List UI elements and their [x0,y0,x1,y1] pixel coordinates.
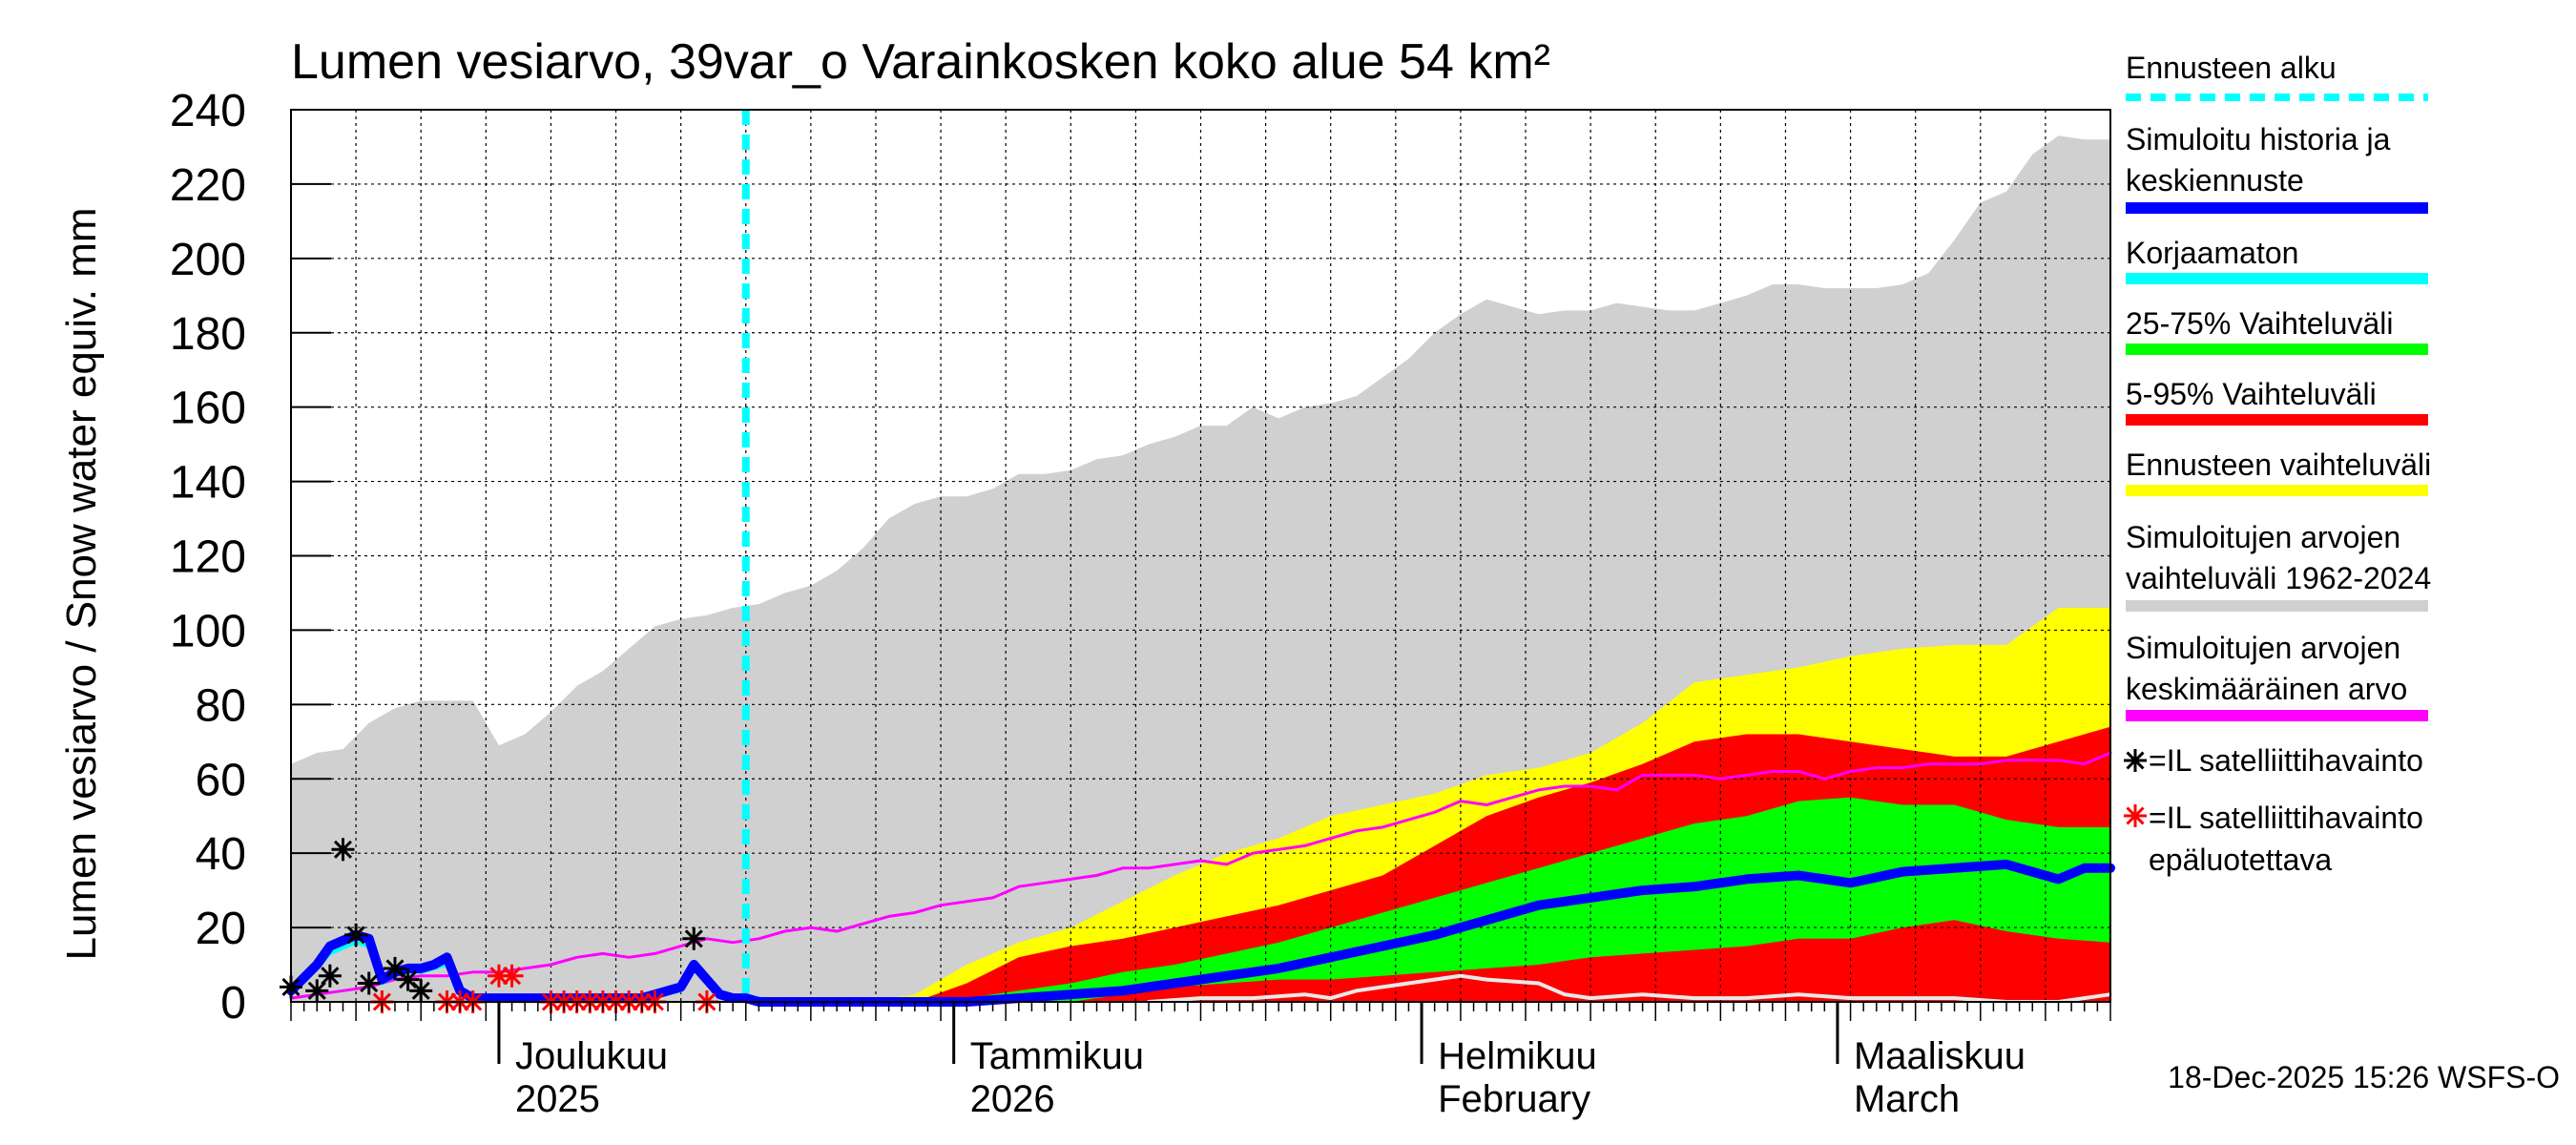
observation-satellite [357,971,381,995]
y-tick-label: 140 [170,458,246,509]
y-tick-label: 60 [196,755,246,805]
observation-satellite [383,956,406,980]
y-tick-label: 160 [170,384,246,434]
y-tick-label: 220 [170,160,246,211]
legend-korjaamaton-label: Korjaamaton [2126,236,2298,270]
legend-ennusteen-vaihteluv-li-label: Ennusteen vaihteluväli [2126,448,2431,482]
legend-simuloitujen-arvojen-vaihteluv-li-1962-2024-label: vaihteluväli 1962-2024 [2126,561,2431,595]
observation-satellite [682,926,706,950]
month-sublabel: 2026 [970,1078,1055,1120]
legend: Ennusteen alku Simuloitu historia ja keski… [2124,51,2431,877]
legend-25-75-vaihteluv-li-label: 25-75% Vaihteluväli [2126,306,2393,341]
legend-simuloitujen-arvojen-keskim-r-inen-arvo-label: Simuloitujen arvojen [2126,631,2400,665]
legend-simuloitu-historia-ja-keskiennuste-label: Simuloitu historia ja [2126,122,2391,156]
legend-5-95-vaihteluv-li-label: 5-95% Vaihteluväli [2126,377,2377,411]
gridlines [291,110,2110,1002]
legend-il-satelliittihavainto-ep-luotettava-label: =IL satelliittihavainto [2149,801,2423,835]
band-25-75-vaihteluv-li [745,797,2110,1002]
legend-il-satelliittihavainto-label: =IL satelliittihavainto [2149,743,2423,778]
legend-simuloitu-historia-ja-keskiennuste-label: keskiennuste [2126,163,2304,198]
observation-satellite [318,964,342,988]
month-sublabel: February [1438,1078,1590,1120]
observation-satellite-unreliable [500,964,524,988]
axes: 0 20 40 60 80 100 120 140 160 180 200 220 240 Jouluku… [170,86,2111,1120]
y-tick-label: 200 [170,235,246,285]
legend-il-satelliittihavainto-ep-luotettava-marker [2124,804,2147,827]
observation-satellite [409,979,433,1003]
legend-ennusteen-alku-label: Ennusteen alku [2126,51,2337,85]
observation-satellite [305,979,329,1003]
month-label: Helmikuu [1438,1035,1597,1077]
month-label: Joulukuu [515,1035,668,1077]
observation-satellite [344,923,368,947]
legend-simuloitujen-arvojen-keskim-r-inen-arvo-label: keskimääräinen arvo [2126,672,2407,706]
legend-il-satelliittihavainto-ep-luotettava-label: epäluotettava [2149,843,2332,877]
month-sublabel: March [1854,1078,1960,1120]
y-tick-label: 100 [170,606,246,656]
month-label: Maaliskuu [1854,1035,2025,1077]
y-axis-label: Lumen vesiarvo / Snow water equiv. mm [58,207,105,960]
month-sublabel: 2025 [515,1078,600,1120]
month-label: Tammikuu [970,1035,1144,1077]
y-tick-label: 40 [196,829,246,880]
timestamp-footer: 18-Dec-2025 15:26 WSFS-O [2168,1060,2560,1094]
legend-il-satelliittihavainto-marker [2124,749,2147,772]
legend-simuloitujen-arvojen-vaihteluv-li-1962-2024-label: Simuloitujen arvojen [2126,520,2400,554]
y-tick-label: 120 [170,532,246,583]
y-tick-label: 20 [196,904,246,954]
y-tick-label: 240 [170,86,246,136]
y-tick-label: 0 [220,978,246,1029]
series-low-member [1147,973,2112,1004]
y-tick-label: 180 [170,309,246,360]
observation-satellite [331,838,355,862]
series-simuloitujen-arvojen-keskim-r-inen-arvo [289,751,2112,1000]
y-tick-label: 80 [196,680,246,731]
chart-title: Lumen vesiarvo, 39var_o Varainkosken kok… [291,34,1550,90]
